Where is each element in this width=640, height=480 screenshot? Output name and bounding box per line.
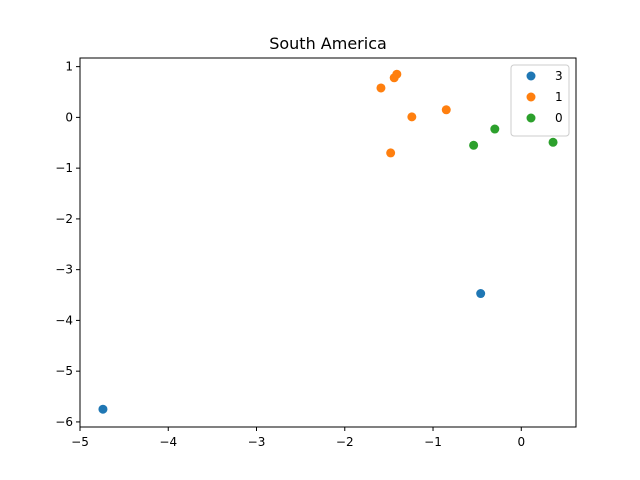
legend-marker xyxy=(526,92,536,102)
y-tick-label: −5 xyxy=(55,364,73,378)
x-axis: −5 −4 −3 −2 −1 0 xyxy=(71,427,525,449)
y-tick-label: −6 xyxy=(55,415,73,429)
data-point-series-0 xyxy=(469,140,479,150)
data-point-series-3 xyxy=(98,404,108,414)
legend-label: 0 xyxy=(555,111,563,125)
legend-label: 1 xyxy=(555,90,563,104)
data-point-series-0 xyxy=(548,137,558,147)
legend-label: 3 xyxy=(555,69,563,83)
legend-marker xyxy=(526,113,536,123)
x-tick-label: −1 xyxy=(424,435,442,449)
chart-title: South America xyxy=(269,34,387,53)
data-point-series-1 xyxy=(441,105,451,115)
x-tick-label: 0 xyxy=(517,435,525,449)
x-tick-label: −2 xyxy=(336,435,354,449)
legend-marker xyxy=(526,71,536,81)
x-tick-label: −4 xyxy=(159,435,177,449)
x-tick-label: −3 xyxy=(248,435,266,449)
y-tick-label: −1 xyxy=(55,161,73,175)
y-tick-label: −2 xyxy=(55,212,73,226)
data-point-series-1 xyxy=(376,83,386,93)
legend: 3 1 0 xyxy=(510,64,570,137)
data-point-series-1 xyxy=(392,69,402,79)
y-tick-label: −4 xyxy=(55,313,73,327)
plot-points xyxy=(98,69,558,414)
x-tick-label: −5 xyxy=(71,435,89,449)
data-point-series-0 xyxy=(490,124,500,134)
y-tick-label: 0 xyxy=(65,110,73,124)
legend-box xyxy=(510,64,570,137)
y-axis: −6 −5 −4 −3 −2 −1 0 1 xyxy=(55,60,80,429)
data-point-series-3 xyxy=(476,289,486,299)
axes-frame xyxy=(79,57,577,428)
data-point-series-1 xyxy=(386,148,396,158)
y-tick-label: −3 xyxy=(55,263,73,277)
y-tick-label: 1 xyxy=(65,60,73,74)
data-point-series-1 xyxy=(407,112,417,122)
